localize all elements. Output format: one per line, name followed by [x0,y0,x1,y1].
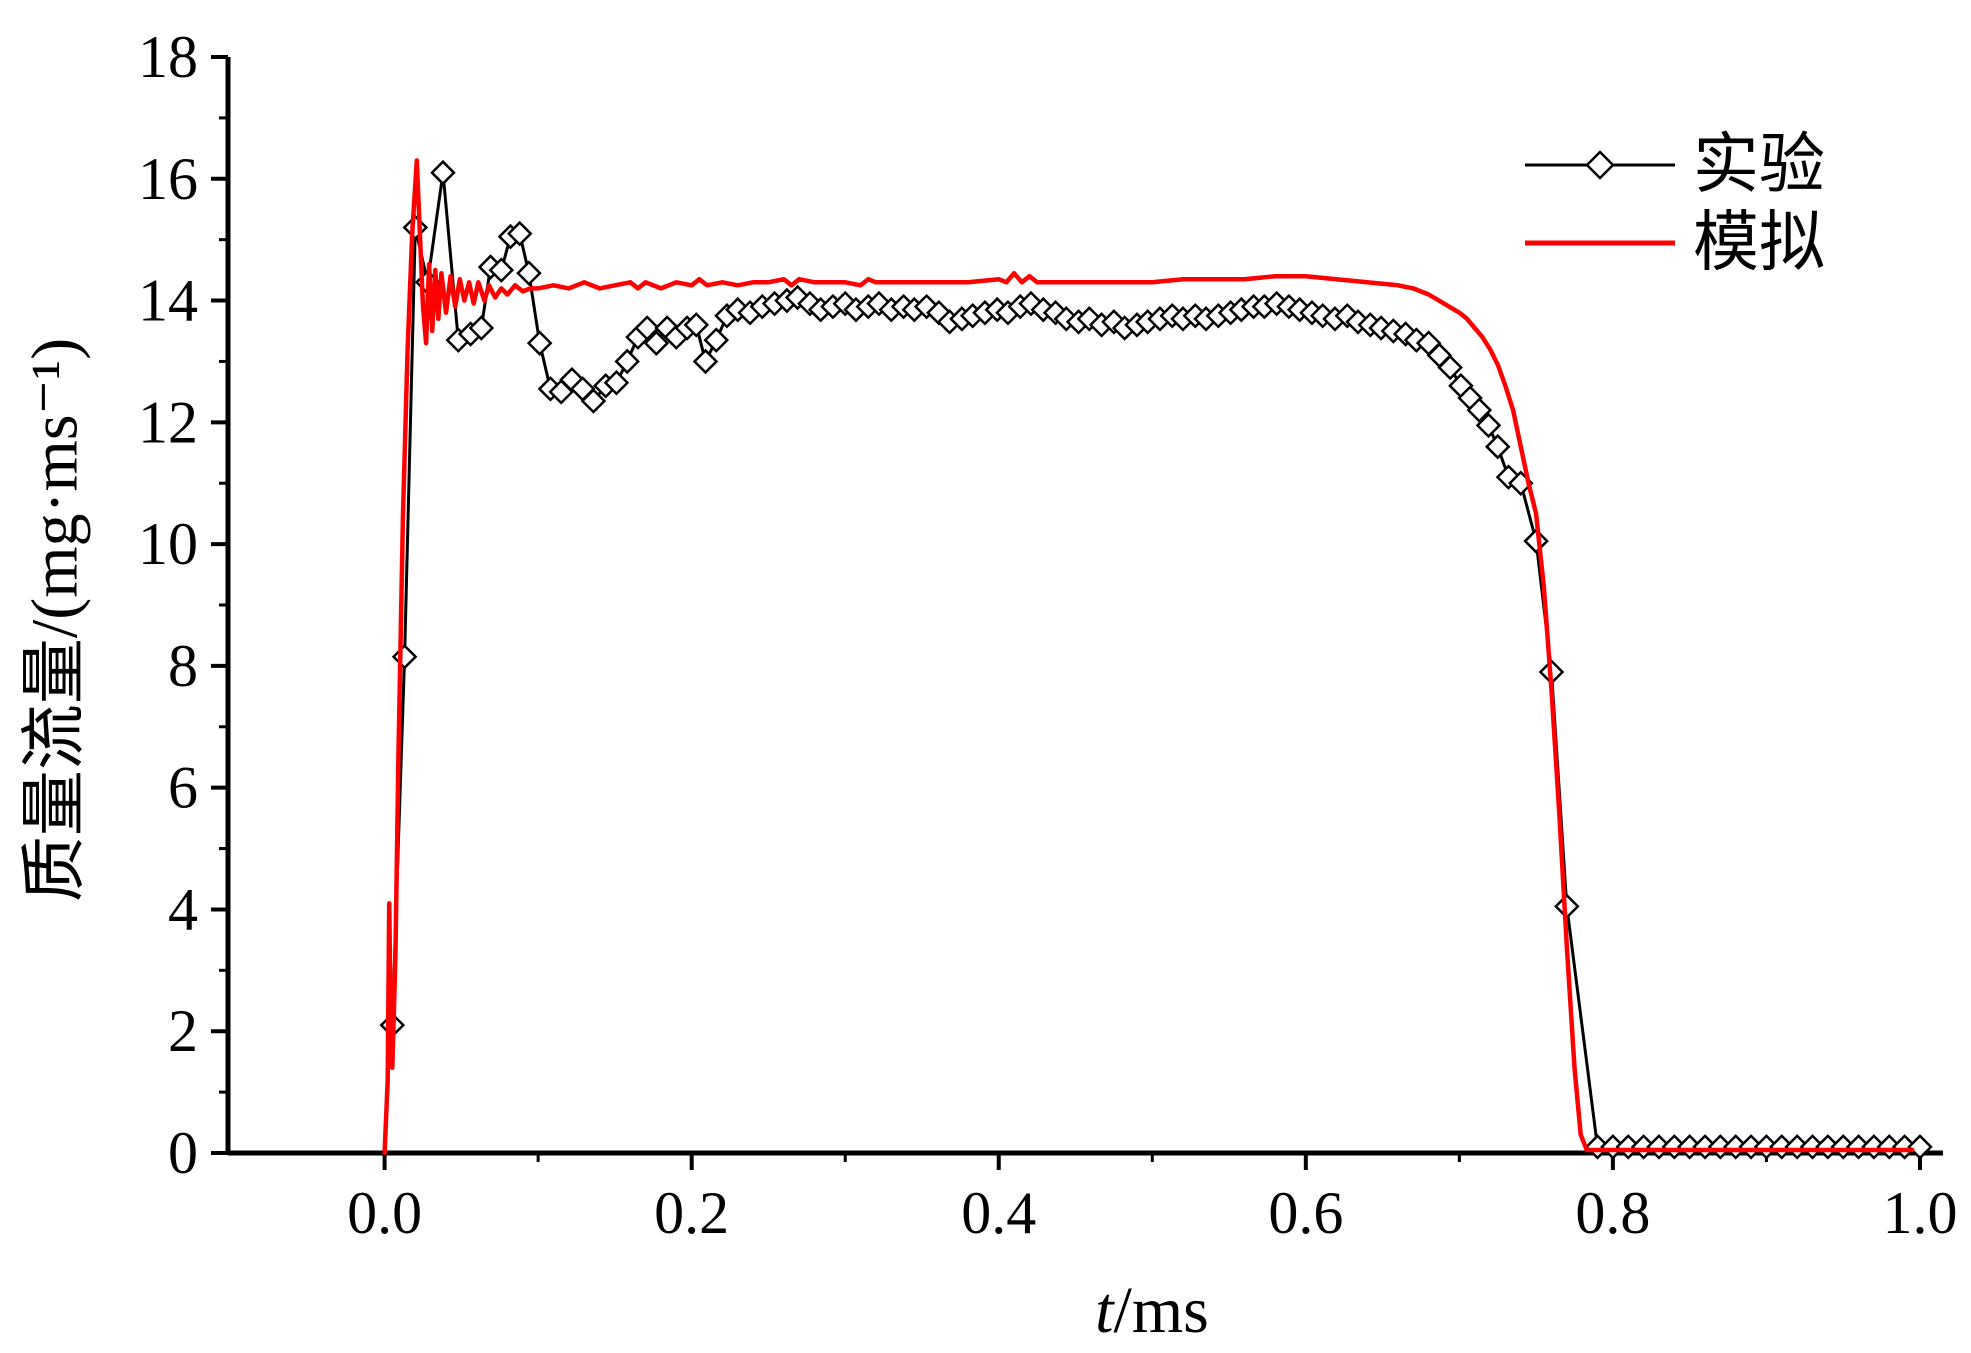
diamond-marker [1466,397,1493,423]
diamond-marker [506,220,533,247]
diamond-marker [703,327,730,353]
legend-label-simulation: 模拟 [1693,207,1825,280]
x-axis-title: t/ms [1095,1274,1209,1347]
diamond-marker [1334,303,1361,329]
diamond-marker [1475,412,1502,439]
axes: 0.0 0.2 0.4 0.6 0.8 1.0 0 2 4 6 8 10 12 14 16 18 [138,24,1957,1246]
y-tick-label: 16 [138,146,198,212]
diamond-marker [1907,1134,1933,1160]
diamond-marker [866,290,892,317]
diamond-marker [692,348,719,375]
y-axis-title: 质量流量/(mg·ms⁻¹) [19,338,92,902]
legend [1525,150,1675,246]
x-tick-label: 1.0 [1882,1180,1957,1246]
diamond-marker [1484,433,1511,460]
legend-diamond-marker [1585,150,1615,180]
x-axis-title-unit: /ms [1113,1274,1208,1347]
series-line [382,158,1915,1156]
x-tick-label: 0.0 [347,1180,422,1246]
diamond-marker [1437,354,1463,381]
y-tick-label: 2 [168,998,198,1064]
series-experiment [379,159,1933,1160]
diamond-marker [683,312,710,338]
series-simulation [382,158,1915,1156]
y-tick-label: 8 [168,633,198,699]
diamond-marker [832,290,858,317]
diamond-marker [526,330,553,356]
x-tick-label: 0.4 [961,1180,1036,1246]
diamond-marker [430,159,456,186]
diamond-marker [580,388,607,414]
diamond-marker [1523,528,1549,554]
diamond-marker [468,315,495,341]
diamond-marker [643,330,670,356]
x-axis-title-variable: t [1095,1274,1115,1347]
x-tick-label: 0.6 [1268,1180,1343,1246]
y-tick-label: 10 [138,511,198,577]
diamond-marker [634,315,660,341]
y-tick-label: 18 [138,24,198,90]
y-tick-label: 0 [168,1120,198,1186]
legend-label-experiment: 实验 [1693,129,1825,202]
x-tick-label: 0.8 [1575,1180,1650,1246]
x-tick-label: 0.2 [654,1180,729,1246]
diamond-marker [614,348,640,375]
diamond-marker [391,643,418,670]
diamond-marker [603,369,630,396]
y-tick-label: 12 [138,389,198,455]
y-tick-label: 14 [138,268,198,334]
diamond-marker [516,260,542,286]
y-tick-label: 6 [168,755,198,821]
diamond-marker [488,257,515,283]
diamond-marker [1076,306,1103,332]
y-tick-label: 4 [168,876,198,942]
diamond-marker [784,284,811,311]
